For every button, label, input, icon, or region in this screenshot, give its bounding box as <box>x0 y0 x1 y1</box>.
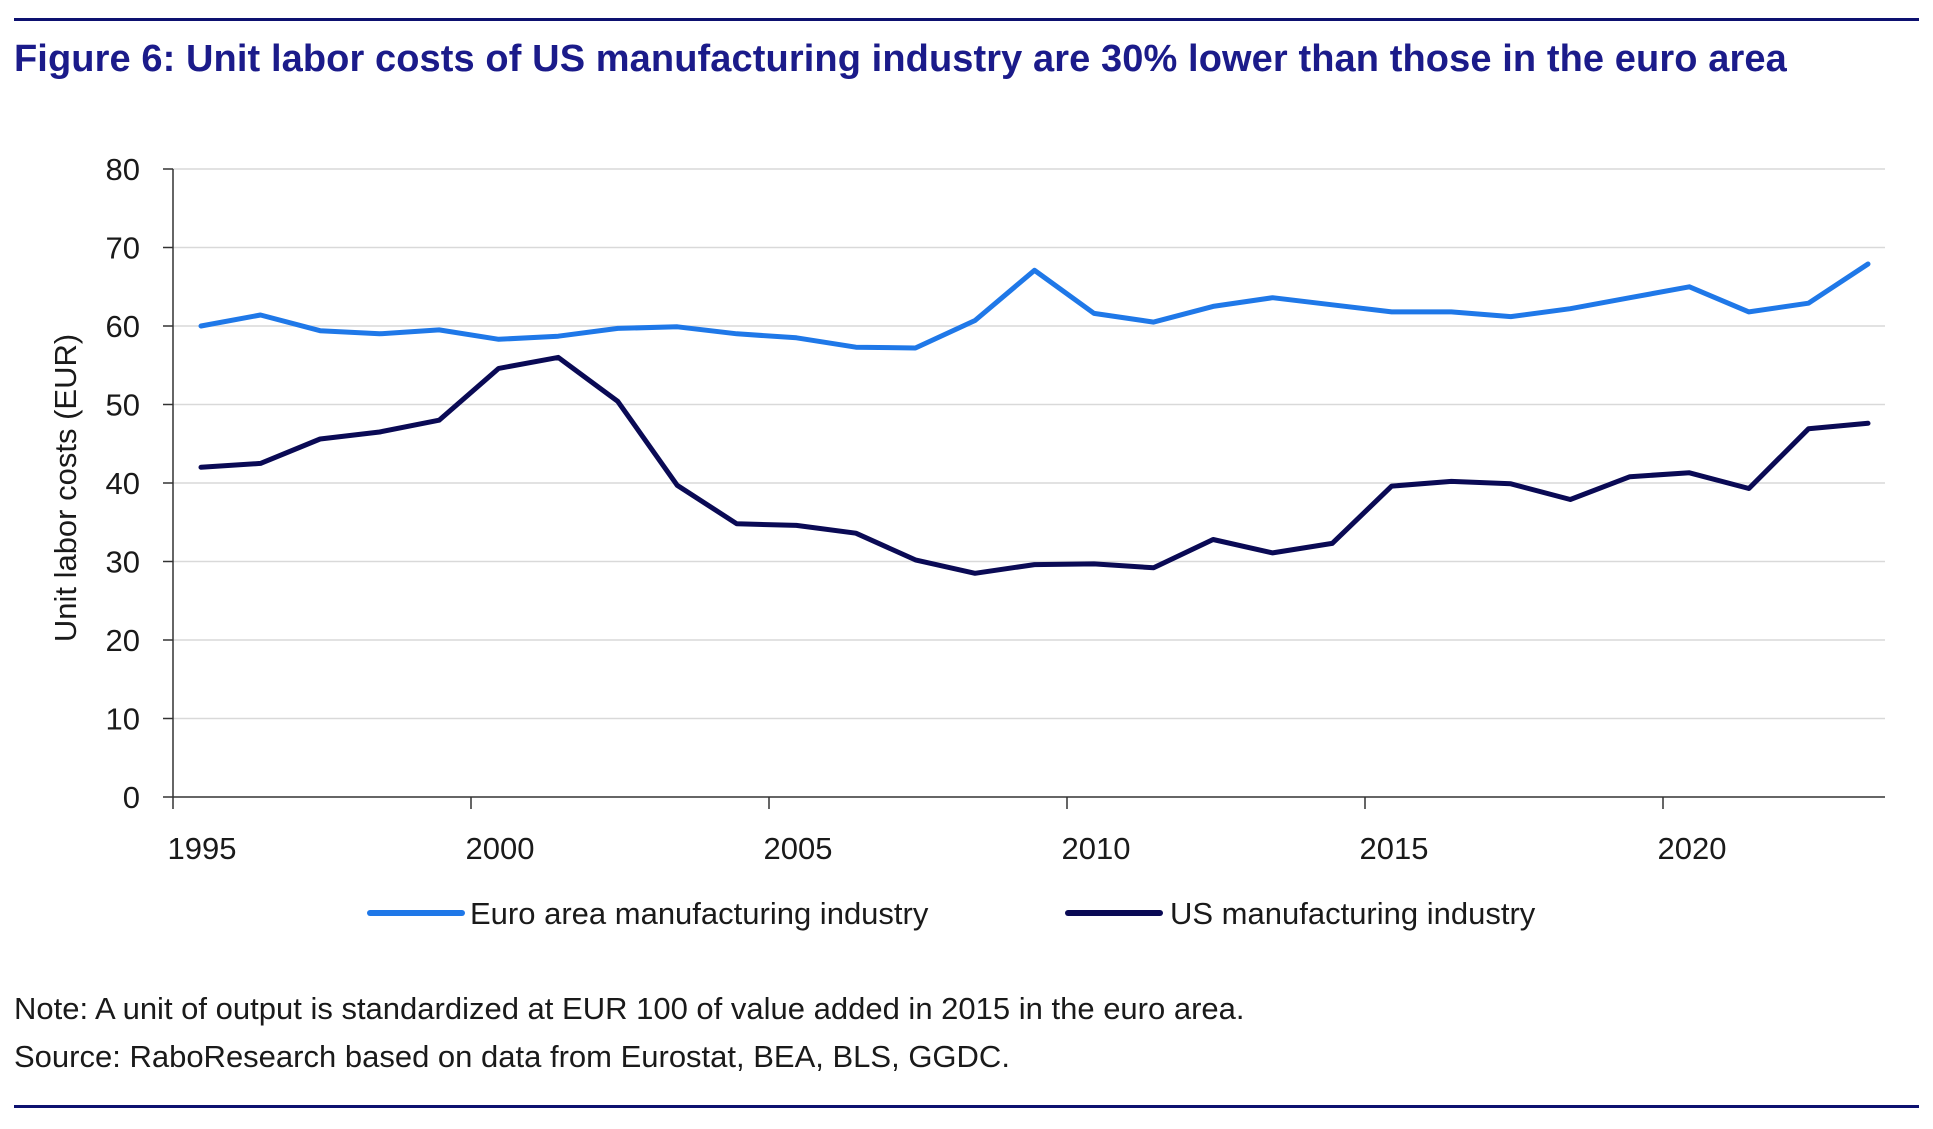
y-tick-label: 60 <box>106 309 140 344</box>
series-line-us <box>198 354 1871 576</box>
x-tick-label: 2020 <box>1658 831 1727 866</box>
x-tick-label: 2015 <box>1360 831 1429 866</box>
y-tick-label: 30 <box>106 545 140 580</box>
x-tick-label: 1995 <box>168 831 237 866</box>
legend-label-us: US manufacturing industry <box>1170 896 1536 931</box>
bottom-rule <box>14 1105 1919 1108</box>
source-text: Source: RaboResearch based on data from … <box>14 1039 1010 1074</box>
y-tick-label: 80 <box>106 152 140 187</box>
figure-notes: Note: A unit of output is standardized a… <box>14 985 1245 1081</box>
top-rule <box>14 18 1919 21</box>
y-tick-label: 70 <box>106 231 140 266</box>
figure-title: Figure 6: Unit labor costs of US manufac… <box>14 38 1787 80</box>
y-tick-label: 40 <box>106 466 140 501</box>
series-line-euro-area <box>198 261 1871 351</box>
legend-label-euro-area: Euro area manufacturing industry <box>470 896 929 931</box>
x-tick-label: 2000 <box>466 831 535 866</box>
y-tick-label: 0 <box>123 780 140 815</box>
x-tick-label: 2010 <box>1062 831 1131 866</box>
x-tick-label: 2005 <box>764 831 833 866</box>
y-tick-label: 20 <box>106 623 140 658</box>
y-tick-label: 50 <box>106 388 140 423</box>
y-axis-label: Unit labor costs (EUR) <box>48 334 83 642</box>
note-text: Note: A unit of output is standardized a… <box>14 991 1245 1026</box>
y-tick-label: 10 <box>106 702 140 737</box>
